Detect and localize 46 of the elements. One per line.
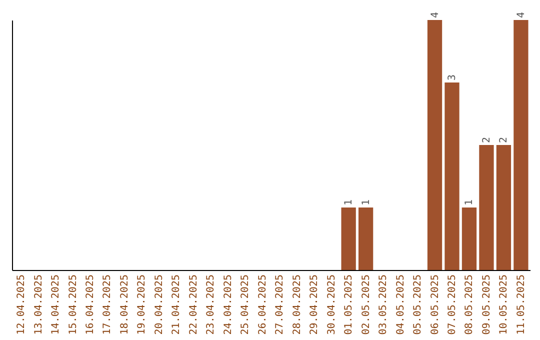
bar	[462, 208, 477, 270]
x-tick-label: 14.04.2025	[50, 274, 62, 335]
data-label: 1	[344, 199, 355, 206]
x-tick-label: 11.05.2025	[516, 274, 527, 335]
data-label: 1	[360, 199, 372, 206]
x-tick-label: 23.04.2025	[206, 274, 217, 335]
x-tick-label: 05.05.2025	[412, 274, 424, 335]
x-tick-label: 24.04.2025	[222, 274, 234, 335]
x-tick-label: 28.04.2025	[292, 274, 303, 335]
x-tick-label: 21.04.2025	[171, 274, 182, 335]
x-tick-label: 25.04.2025	[240, 274, 252, 335]
x-tick-label: 09.05.2025	[481, 274, 492, 335]
x-tick-label: 29.04.2025	[309, 274, 320, 335]
x-tick-label: 07.05.2025	[447, 274, 458, 335]
bar	[479, 145, 494, 270]
data-label: 1	[464, 199, 476, 206]
data-label: 2	[498, 136, 510, 143]
x-tick-label: 08.05.2025	[464, 274, 476, 335]
x-tick-label: 12.04.2025	[16, 274, 28, 335]
bar	[358, 208, 374, 270]
bar	[341, 208, 356, 270]
data-label: 3	[447, 74, 458, 80]
x-tick-label: 20.04.2025	[154, 274, 165, 335]
bar	[514, 20, 528, 270]
data-label: 4	[430, 12, 441, 18]
x-tick-label: 10.05.2025	[498, 274, 510, 335]
bar	[444, 82, 460, 270]
x-tick-label: 01.05.2025	[344, 274, 355, 335]
x-tick-label: 26.04.2025	[257, 274, 268, 335]
x-tick-label: 16.04.2025	[85, 274, 96, 335]
x-tick-label: 04.05.2025	[395, 274, 406, 335]
x-tick-label: 03.05.2025	[378, 274, 390, 335]
bar	[427, 20, 442, 270]
x-tick-label: 27.04.2025	[274, 274, 286, 335]
x-tick-label: 15.04.2025	[68, 274, 79, 335]
x-tick-label: 02.05.2025	[360, 274, 372, 335]
x-tick-label: 22.04.2025	[188, 274, 200, 335]
x-tick-label: 17.04.2025	[102, 274, 114, 335]
data-label: 4	[516, 12, 527, 18]
data-label: 2	[481, 136, 492, 143]
x-tick-label: 18.04.2025	[119, 274, 130, 335]
x-tick-label: 19.04.2025	[136, 274, 148, 335]
x-tick-label: 13.04.2025	[33, 274, 44, 335]
bar	[496, 145, 512, 270]
x-tick-label: 30.04.2025	[326, 274, 338, 335]
x-tick-label: 06.05.2025	[430, 274, 441, 335]
